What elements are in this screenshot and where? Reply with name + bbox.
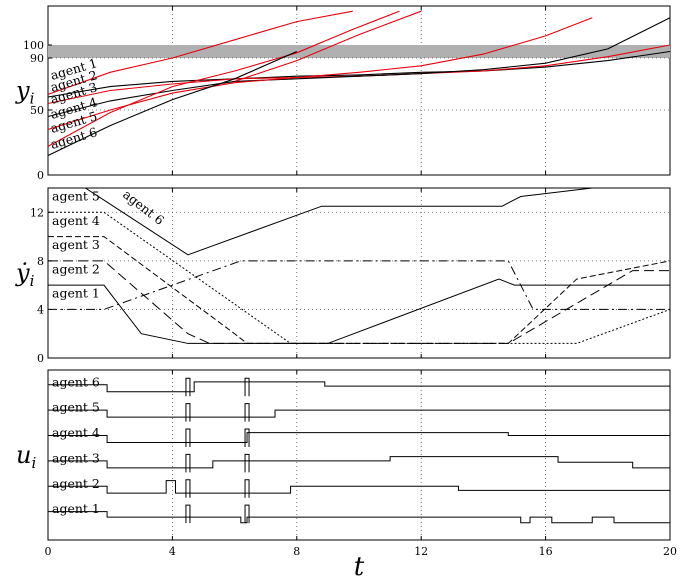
x-tick-label: 4 [169,545,176,558]
switch-pulse [244,479,250,498]
y-tick-label: 100 [23,39,44,52]
series-line [47,10,353,95]
x-tick-label: 12 [414,545,428,558]
target-band [48,45,670,58]
agent-label: agent 2 [52,476,100,491]
y-axis-label: ui [16,441,36,472]
series-line [47,17,671,118]
panel-u: ui agent 1 agent 2 agent 3 agent 4 agent 5 age… [16,369,677,582]
x-tick-label: 8 [293,545,300,558]
agent-label: agent 1 [52,501,100,516]
panel-ydot: ẏi 0 4 8 12 agent 1 agent 2 agent 3 agent 4 agent… [15,187,671,365]
series-line [47,17,593,131]
series-line [48,260,670,310]
switch-pulse [244,428,250,448]
switch-pulse [185,504,191,524]
switch-pulse [185,403,191,422]
agent-label: agent 5 [52,400,100,415]
switch-pulse [185,479,191,498]
agent-label: agent 4 [52,213,100,228]
agent-label: agent 6 [120,187,167,228]
series-line [47,50,298,156]
series-line [47,10,400,147]
y-tick-label: 50 [30,104,44,117]
series-line [48,511,670,524]
switch-pulse [244,377,250,397]
series-line [47,50,671,98]
y-tick-label: 8 [37,255,44,268]
agent-label: agent 2 [52,261,100,276]
y-tick-label: 90 [30,52,44,65]
x-axis-label: t [354,552,365,582]
series-line [48,480,670,494]
series-line [48,236,671,344]
series-line [48,381,670,393]
switch-pulse [244,453,250,473]
switch-pulse [185,377,191,397]
switch-pulse [244,403,250,422]
agent-label: agent 4 [52,425,100,440]
series-line [48,278,670,344]
y-tick-label: 4 [37,303,44,316]
series-line [48,432,670,443]
plot-frame [47,5,671,176]
x-tick-label: 16 [539,545,553,558]
y-tick-label: 0 [37,352,44,365]
agent-label: agent 3 [52,237,100,252]
series-line [48,187,670,256]
agent-label: agent 3 [52,450,100,465]
x-tick-label: 20 [663,545,677,558]
agent-label: agent 1 [52,286,100,301]
y-tick-label: 12 [30,206,44,219]
y-axis-label: ẏi [15,259,35,290]
agent-label: agent 5 [52,189,100,204]
x-tick-label: 0 [45,545,52,558]
switch-pulse [185,428,191,448]
series-line [48,456,670,469]
series-line [48,211,671,344]
series-line [48,409,670,418]
switch-pulse [185,453,191,473]
plot-frame [47,369,671,541]
y-tick-label: 0 [37,169,44,182]
y-axis-label: yi [15,77,35,108]
agent-label: agent 6 [52,374,100,389]
switch-pulse [244,504,250,524]
series-line [234,10,422,82]
plot-frame [47,187,671,359]
series-line [48,260,670,344]
